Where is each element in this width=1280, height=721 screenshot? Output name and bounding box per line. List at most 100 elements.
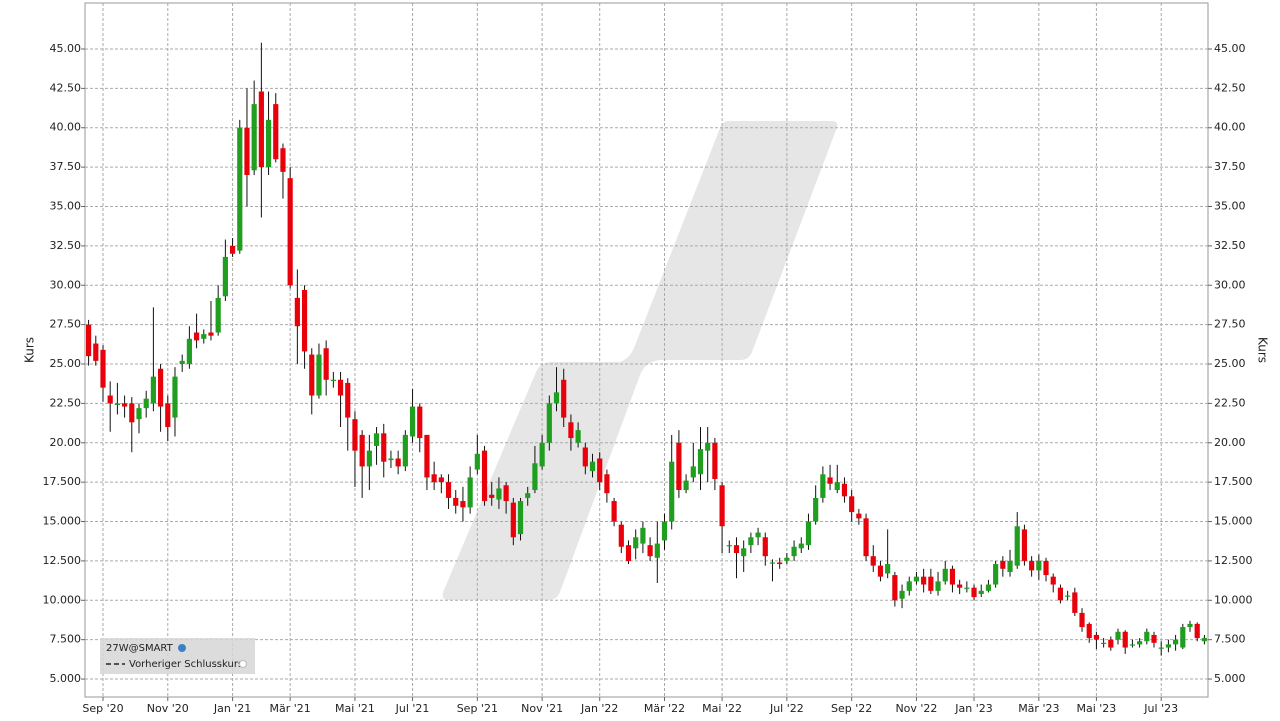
x-tick-label: Nov '20	[147, 702, 189, 715]
candle-body	[86, 324, 92, 357]
candle-body	[143, 398, 149, 409]
candle-body	[330, 379, 336, 381]
candle-body	[899, 590, 905, 599]
candle-body	[683, 480, 689, 491]
candle-body	[1180, 627, 1186, 648]
candle-body	[1093, 634, 1100, 640]
legend: 27W@SMART Vorheriger Schlusskurs	[100, 638, 255, 674]
candle-body	[1115, 631, 1121, 640]
candle-body	[424, 434, 430, 478]
candle-body	[1079, 612, 1085, 628]
candle-body	[1007, 560, 1013, 572]
candle-body	[993, 564, 999, 585]
candle-body	[719, 485, 725, 527]
candle-body	[1144, 631, 1150, 642]
candle-body	[251, 104, 257, 171]
candle-body	[625, 545, 632, 561]
candle-body	[834, 482, 840, 491]
candle-body	[611, 501, 617, 522]
y-tick-label-right: 17.500	[1214, 475, 1253, 488]
candle-body	[287, 178, 293, 286]
y-tick-label-right: 42.50	[1214, 81, 1246, 94]
y-tick-label-right: 25.00	[1214, 357, 1246, 370]
candle-body	[726, 545, 732, 547]
y-tick-label: 32.50	[50, 239, 82, 252]
x-tick-label: Mär '23	[1018, 702, 1059, 715]
y-tick-label-right: 20.00	[1214, 436, 1246, 449]
candle-body	[114, 403, 120, 405]
candle-body	[222, 256, 228, 297]
plot-frame	[84, 2, 1209, 698]
candle-body	[1194, 623, 1200, 639]
candle-body	[1165, 644, 1171, 648]
candle-body	[791, 546, 797, 557]
candle-body	[582, 447, 588, 467]
candle-body	[150, 376, 156, 404]
candle-body	[1057, 587, 1064, 601]
y-tick-label-right: 27.50	[1214, 318, 1246, 331]
candle-body	[100, 349, 106, 388]
candle-body	[568, 422, 574, 439]
candle-body	[345, 382, 351, 418]
candle-body	[453, 497, 459, 506]
candle-body	[467, 477, 473, 508]
watermark-shape	[442, 121, 838, 600]
candle-body	[971, 587, 977, 598]
candle-body	[417, 406, 423, 439]
candle-body	[640, 527, 646, 544]
candle-body	[841, 483, 848, 497]
y-tick-label: 37.50	[50, 160, 82, 173]
candle-body	[1000, 560, 1006, 569]
candle-body	[517, 501, 524, 535]
candle-body	[654, 543, 660, 558]
candle-body	[942, 568, 948, 582]
candle-body	[928, 576, 934, 591]
candle-body	[165, 403, 171, 428]
candles	[86, 42, 1207, 656]
y-tick-label: 10.000	[43, 593, 82, 606]
candle-body	[1050, 576, 1056, 585]
y-axis-label: Kurs	[23, 337, 37, 363]
candle-body	[892, 575, 898, 601]
candle-body	[618, 524, 624, 547]
candle-body	[741, 548, 747, 557]
candle-body	[122, 403, 128, 407]
candle-body	[957, 584, 963, 588]
candle-body	[798, 543, 804, 549]
y-tick-label: 7.500	[50, 633, 82, 646]
candle-body	[215, 297, 221, 333]
candle-body	[561, 379, 567, 418]
legend-box	[100, 638, 255, 674]
candle-body	[1173, 639, 1179, 645]
candle-body	[964, 587, 970, 589]
y-tick-label: 40.00	[50, 121, 82, 134]
candle-body	[633, 537, 639, 549]
candle-body	[1158, 647, 1164, 649]
candle-body	[438, 477, 444, 483]
candle-body	[381, 433, 387, 462]
legend-toggle[interactable]	[239, 660, 247, 668]
candle-body	[784, 557, 790, 561]
y-tick-label-right: 40.00	[1214, 121, 1246, 134]
candle-body	[337, 379, 344, 396]
candle-body	[431, 474, 437, 483]
x-tick-label: Mär '22	[644, 702, 685, 715]
candle-body	[1086, 623, 1092, 639]
candle-body	[697, 449, 704, 475]
candle-body	[373, 433, 380, 446]
candle-body	[193, 332, 200, 341]
candle-body	[978, 590, 984, 594]
y-tick-label: 42.50	[50, 81, 82, 94]
candle-body	[949, 568, 956, 585]
candle-body	[294, 297, 300, 327]
y-tick-label: 5.000	[50, 672, 82, 685]
candle-body	[676, 442, 682, 491]
y-tick-label: 22.50	[50, 396, 82, 409]
candle-body	[712, 442, 718, 480]
candle-body	[877, 565, 884, 577]
candle-body	[402, 434, 408, 467]
y-tick-label-right: 10.000	[1214, 593, 1253, 606]
candle-body	[395, 458, 401, 467]
candle-body	[769, 562, 776, 564]
candle-body	[733, 545, 740, 554]
